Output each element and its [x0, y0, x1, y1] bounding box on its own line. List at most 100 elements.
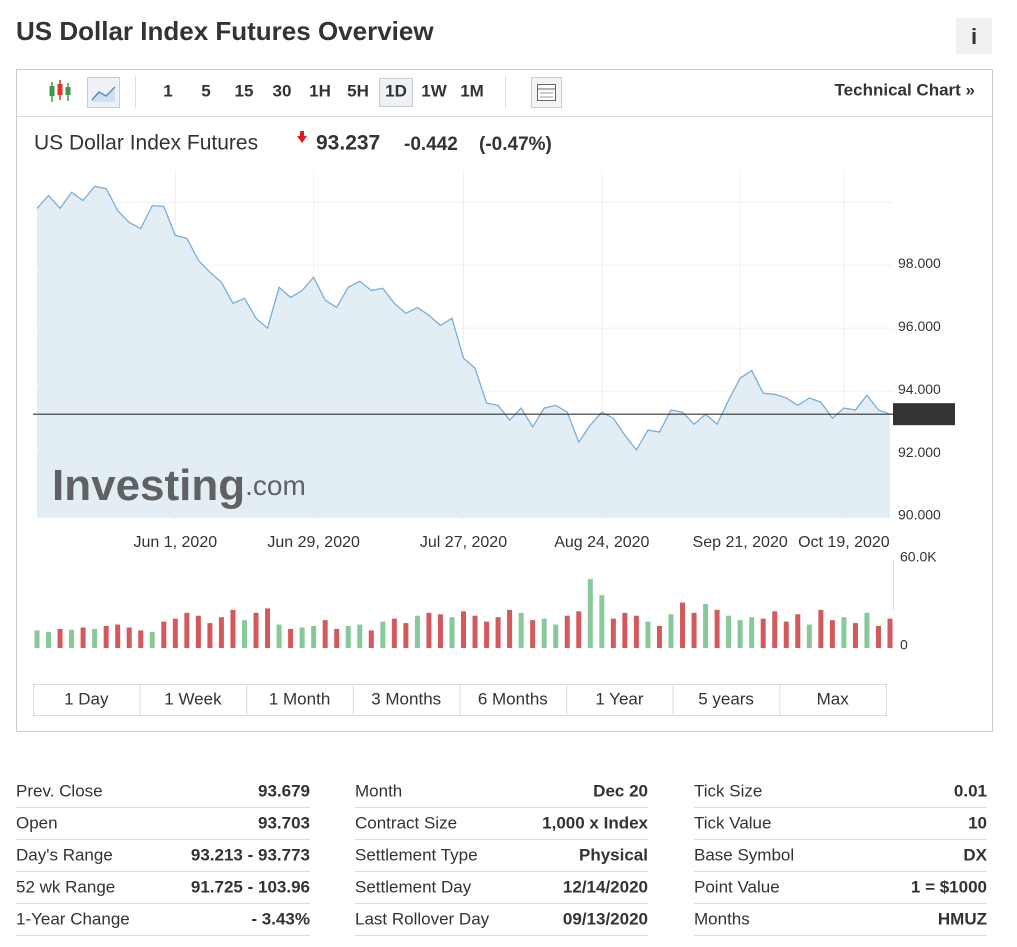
line-icon-stroke: [91, 86, 116, 101]
volume-bar: [599, 595, 605, 648]
stat-value: 1,000 x Index: [542, 813, 648, 832]
y-tick-label: 94.000: [898, 381, 941, 397]
volume-bar: [587, 579, 593, 648]
volume-bar: [241, 620, 247, 648]
volume-bar: [449, 617, 455, 648]
range-button-label[interactable]: 3 Months: [371, 689, 441, 708]
volume-bar: [403, 623, 409, 648]
stat-label: Day's Range: [16, 845, 113, 864]
interval-button[interactable]: 5H: [347, 81, 369, 100]
volume-tick-label: 0: [900, 637, 908, 653]
volume-bar: [126, 627, 132, 648]
volume-bar: [772, 611, 778, 648]
stat-value: 1 = $1000: [911, 877, 987, 896]
y-tick-label: 90.000: [898, 507, 941, 523]
technical-chart-link[interactable]: Technical Chart »: [835, 80, 975, 99]
volume-bar: [495, 617, 501, 648]
range-button-label[interactable]: 6 Months: [478, 689, 548, 708]
stat-label: Contract Size: [355, 813, 457, 832]
info-icon[interactable]: i: [971, 24, 977, 49]
last-price-label: 93.237: [898, 406, 941, 422]
watermark: Investing.com: [52, 461, 306, 510]
interval-button[interactable]: 1: [163, 81, 172, 100]
volume-bar: [841, 617, 847, 648]
interval-button[interactable]: 1H: [309, 81, 331, 100]
y-tick-label: 98.000: [898, 255, 941, 271]
range-button[interactable]: [33, 684, 141, 716]
stat-value: Dec 20: [593, 781, 648, 800]
stat-value: 91.725 - 103.96: [191, 877, 310, 896]
range-button[interactable]: [459, 684, 568, 716]
candle-icon[interactable]: [49, 80, 71, 102]
volume-bar: [875, 626, 881, 648]
stat-value: - 3.43%: [251, 909, 310, 928]
volume-bar: [691, 612, 697, 648]
range-button[interactable]: [779, 684, 887, 716]
volume-bar: [852, 623, 858, 648]
volume-bar: [368, 630, 374, 648]
watermark-part: .com: [245, 470, 306, 501]
line-icon: [92, 87, 115, 102]
stat-value: DX: [963, 845, 987, 864]
x-tick-label: Jun 29, 2020: [267, 534, 360, 551]
volume-bar: [253, 612, 259, 648]
volume-bar: [610, 618, 616, 648]
volume-bar: [633, 615, 639, 648]
interval-button[interactable]: 5: [201, 81, 210, 100]
volume-bar: [391, 618, 397, 648]
volume-bar: [92, 628, 98, 648]
interval-button[interactable]: 1M: [460, 81, 484, 100]
range-button-label[interactable]: 1 Day: [64, 689, 109, 708]
volume-bar: [806, 624, 812, 648]
stat-label: Point Value: [694, 877, 780, 896]
stat-value: Physical: [579, 845, 648, 864]
stat-label: Settlement Day: [355, 877, 472, 896]
volume-bar: [207, 623, 213, 648]
volume-bar: [149, 631, 155, 648]
range-button-label[interactable]: 1 Week: [164, 689, 222, 708]
volume-bar: [703, 604, 709, 648]
volume-bar: [69, 629, 75, 648]
price-change-pct: (-0.47%): [479, 134, 552, 155]
range-button-label[interactable]: 1 Year: [595, 689, 644, 708]
volume-bar: [484, 621, 490, 648]
volume-bar: [749, 617, 755, 648]
volume-bar: [507, 609, 513, 648]
interval-button[interactable]: 1D: [385, 81, 407, 100]
volume-bar: [299, 627, 305, 648]
volume-bar: [322, 620, 328, 648]
interval-button[interactable]: 30: [273, 81, 292, 100]
range-button[interactable]: [672, 684, 781, 716]
volume-bar: [426, 612, 432, 648]
stat-value: HMUZ: [938, 909, 987, 928]
stat-value: 93.679: [258, 781, 310, 800]
stat-label: Open: [16, 813, 58, 832]
volume-bar: [380, 621, 386, 648]
range-button-label[interactable]: Max: [817, 689, 850, 708]
volume-bar: [818, 609, 824, 648]
price-change: -0.442: [404, 134, 458, 155]
info-button[interactable]: [956, 18, 992, 54]
range-button-label[interactable]: 1 Month: [269, 689, 330, 708]
volume-bar: [437, 614, 443, 648]
range-button-label[interactable]: 5 years: [698, 689, 754, 708]
range-button[interactable]: [566, 684, 674, 716]
volume-bar: [161, 621, 167, 648]
volume-bar: [541, 618, 547, 648]
interval-button[interactable]: 15: [235, 81, 254, 100]
volume-bar: [783, 621, 789, 648]
volume-bar: [656, 626, 662, 648]
stat-value: 93.703: [258, 813, 310, 832]
last-price: 93.237: [316, 132, 380, 155]
volume-bar: [218, 617, 224, 648]
volume-bar: [103, 626, 109, 648]
volume-bar: [172, 618, 178, 648]
price-line: [36, 185, 891, 452]
interval-active: [379, 78, 413, 107]
stat-value: 09/13/2020: [563, 909, 648, 928]
y-tick-label: 92.000: [898, 444, 941, 460]
volume-bar: [553, 624, 559, 648]
interval-button[interactable]: 1W: [421, 81, 447, 100]
volume-bar: [195, 615, 201, 648]
x-tick-label: Aug 24, 2020: [554, 534, 649, 551]
